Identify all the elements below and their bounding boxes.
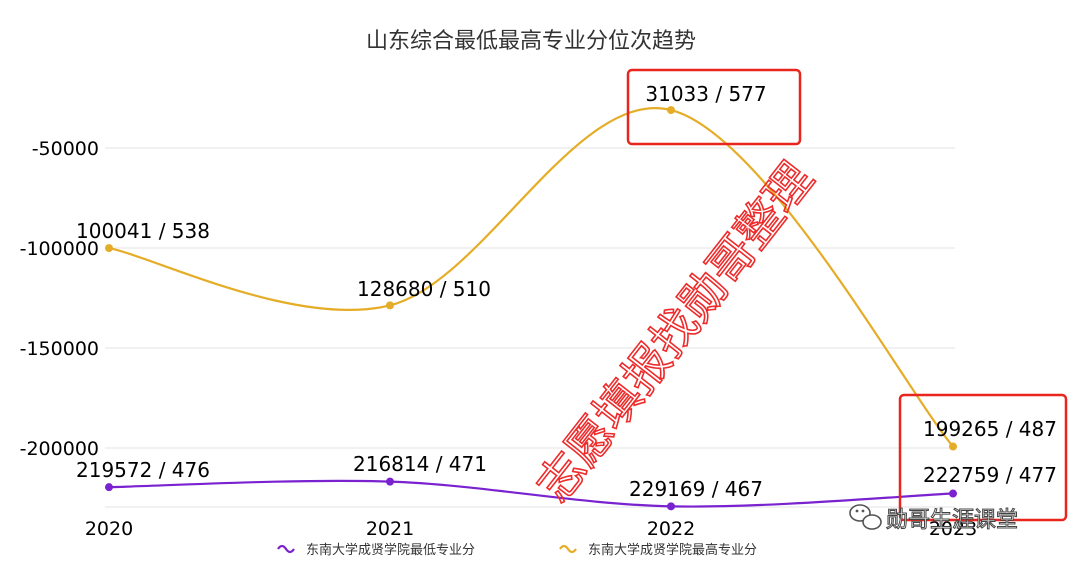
y-grid: [105, 147, 955, 449]
data-point[interactable]: [667, 502, 675, 511]
x-tick-label: 2021: [366, 518, 414, 540]
data-point[interactable]: [105, 483, 113, 492]
data-label: 219572 / 476: [76, 458, 210, 482]
data-point[interactable]: [105, 244, 113, 253]
watermark-text: 志愿填报找勋哥整理: [526, 152, 823, 511]
highlight-box-2023: [898, 393, 1068, 522]
data-point[interactable]: [386, 301, 394, 310]
data-label: 128680 / 510: [357, 277, 491, 301]
series-line-0: [108, 479, 954, 508]
brand-text: 勋哥生涯课堂: [886, 508, 1018, 533]
legend-label: 东南大学成贤学院最高专业分: [588, 542, 757, 558]
legend-swatch: [277, 544, 295, 554]
data-label: 229169 / 467: [629, 477, 763, 501]
x-tick-label: 2020: [85, 518, 133, 540]
x-axis: 2020 2021 2022 2023: [85, 506, 977, 540]
data-label: 216814 / 471: [353, 452, 487, 476]
legend[interactable]: 东南大学成贤学院最低专业分 东南大学成贤学院最高专业分: [277, 542, 757, 558]
x-tick-label: 2022: [647, 518, 695, 540]
data-label: 100041 / 538: [76, 219, 210, 243]
y-axis-ticks: -50000 -100000 -150000 -200000: [20, 138, 99, 460]
data-label: 199265 / 487: [923, 417, 1057, 441]
data-point[interactable]: [667, 106, 675, 115]
x-tick-label: 2023: [929, 518, 977, 540]
legend-item-0[interactable]: 东南大学成贤学院最低专业分: [277, 542, 475, 558]
data-label: 31033 / 577: [645, 82, 766, 106]
y-tick-label: -150000: [20, 338, 99, 360]
highlight-box-max: [626, 68, 802, 146]
brand-tag: 勋哥生涯课堂: [849, 504, 1019, 534]
data-label: 222759 / 477: [923, 463, 1057, 487]
highlight-boxes: [626, 68, 1068, 522]
legend-label: 东南大学成贤学院最低专业分: [306, 542, 475, 558]
series-layer: [105, 106, 957, 511]
series-line-1: [108, 107, 954, 448]
y-tick-label: -200000: [20, 438, 99, 460]
legend-item-1[interactable]: 东南大学成贤学院最高专业分: [559, 542, 757, 558]
data-point[interactable]: [949, 489, 957, 498]
data-point[interactable]: [386, 477, 394, 486]
wechat-icon: [849, 504, 882, 530]
data-point[interactable]: [949, 442, 957, 451]
data-labels: 219572 / 476 216814 / 471 229169 / 467 2227…: [76, 82, 1057, 501]
chart-title: 山东综合最低最高专业分位次趋势: [366, 29, 696, 54]
y-tick-label: -50000: [32, 138, 99, 160]
legend-swatch: [559, 544, 577, 554]
y-tick-label: -100000: [20, 238, 99, 260]
